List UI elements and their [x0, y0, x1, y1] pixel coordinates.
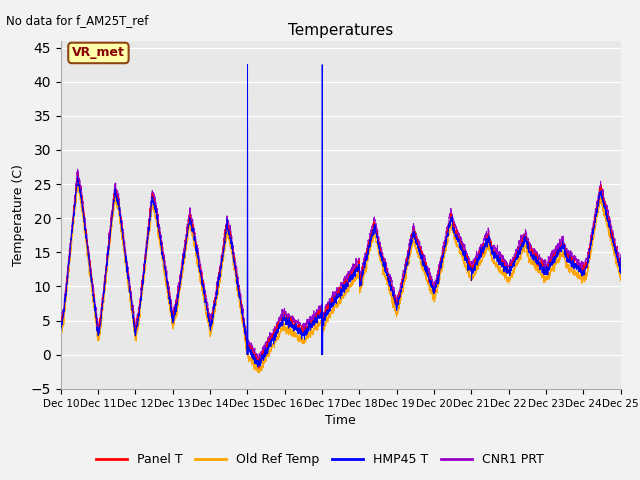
X-axis label: Time: Time: [325, 414, 356, 427]
Y-axis label: Temperature (C): Temperature (C): [12, 164, 25, 266]
Legend: Panel T, Old Ref Temp, HMP45 T, CNR1 PRT: Panel T, Old Ref Temp, HMP45 T, CNR1 PRT: [91, 448, 549, 471]
Text: VR_met: VR_met: [72, 47, 125, 60]
Title: Temperatures: Temperatures: [288, 23, 394, 38]
Text: No data for f_AM25T_ref: No data for f_AM25T_ref: [6, 14, 148, 27]
